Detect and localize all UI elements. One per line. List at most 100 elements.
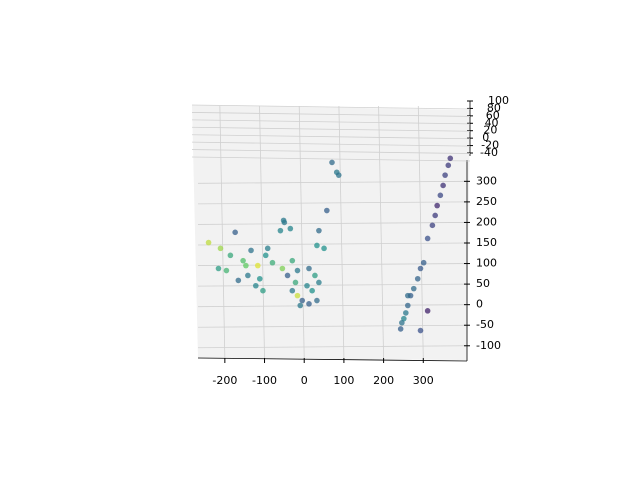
x-tick-label: 300 [413,374,434,387]
y-tick-label: 0 [476,298,483,311]
point [292,279,299,286]
grid-line [338,105,345,359]
point [223,267,230,274]
point [294,292,301,299]
point [269,259,276,266]
point [279,265,286,272]
point [424,308,431,314]
point [434,202,440,209]
grid-line [197,283,468,287]
point [316,279,322,286]
point [215,265,222,272]
point [306,265,312,272]
grid-line [191,141,471,147]
y-tick-label: 100 [476,257,497,270]
point [321,245,327,252]
point [245,272,251,279]
point [217,245,224,252]
point [306,301,312,307]
grid-line [197,180,468,184]
y-tick-label: 200 [476,215,497,228]
point [297,302,304,309]
point [264,245,271,252]
z-tick-label: -40 [480,146,498,159]
x-tick-label: 100 [333,374,354,387]
point [253,282,259,289]
point [335,172,342,178]
point [260,287,266,294]
z-tick-label: 20 [483,124,497,137]
grid-line [219,105,226,359]
point [432,212,438,219]
grid-line [191,156,471,162]
point [437,192,444,199]
point [405,302,411,309]
y-tick-label: 250 [476,195,497,208]
point [405,292,411,299]
point [227,252,234,259]
point [417,327,424,334]
grid-line [298,105,305,359]
point [289,257,296,264]
point [447,155,454,162]
grid-line [197,304,468,308]
point [312,272,318,279]
point [403,310,409,316]
grid-line [191,119,471,125]
grid-line [197,242,468,246]
point [235,277,242,284]
point [299,297,306,304]
grid-line [378,105,384,359]
point [240,257,246,264]
x-axis-line [197,357,468,362]
point [254,262,261,269]
grid-line [191,112,471,117]
point [289,287,296,294]
point [316,227,322,234]
y-tick-label: -100 [476,339,501,352]
z-tick-label: 60 [486,109,500,122]
y-tick-label: 50 [476,277,490,290]
z-tick-label: 100 [488,94,509,107]
point [420,259,427,266]
point [429,222,436,229]
y-tick-label: 150 [476,236,497,249]
point [232,229,238,236]
point [309,287,315,294]
point [277,227,284,234]
point [440,182,446,189]
grid-line [191,134,471,140]
grid-line [197,324,468,328]
grid-line [417,105,424,359]
point [442,172,448,178]
grid-line [197,222,468,225]
point [410,285,417,292]
point [414,275,421,282]
point [248,247,254,254]
point [243,262,249,269]
grid-line [191,104,471,110]
point [314,297,320,304]
grid-line [197,201,468,205]
x-tick-label: 200 [373,374,394,387]
point [397,326,404,332]
point [445,162,452,169]
point [314,242,320,249]
z-tick-label: 40 [485,116,499,129]
grid-line [191,149,471,154]
point [417,265,424,272]
point [424,235,431,242]
point [399,319,405,326]
grid-line [191,126,471,132]
point [324,207,330,214]
back-pane [192,105,470,360]
y-tick-label: 300 [476,174,497,187]
point [284,272,291,279]
point [287,225,294,232]
z-tick-label: 80 [487,101,501,114]
point [329,159,335,166]
point [256,275,263,282]
grid-line [259,105,265,359]
point [262,252,269,259]
